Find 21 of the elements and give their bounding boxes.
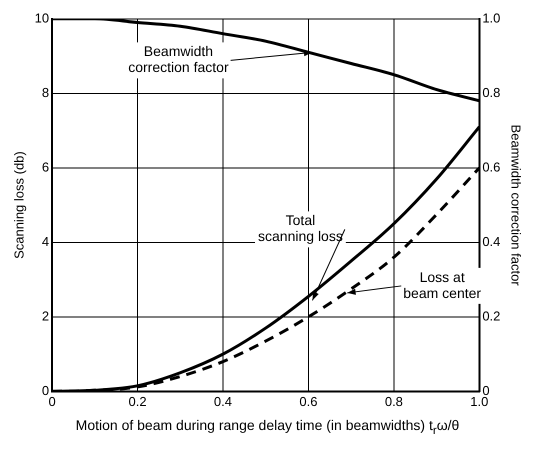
y-tick-label: 8	[42, 84, 50, 100]
y2-tick-label: 0.6	[482, 159, 500, 174]
y2-axis-title: Beamwidth correction factor	[508, 124, 524, 286]
y-tick-label: 6	[42, 159, 50, 174]
x-axis-title: Motion of beam during range delay time (in beamwidths) t$_{r}$ω/θ	[74, 417, 460, 437]
y2-tick-label: 0.4	[482, 234, 500, 249]
y-axis-title: Scanning loss (db)	[11, 151, 26, 259]
x-tick-label: 0.6	[299, 394, 318, 409]
y-tick-label: 10	[34, 10, 50, 26]
y2-tick-label: 1.0	[482, 10, 500, 26]
y-tick-label: 2	[42, 308, 50, 324]
series-label: Total scanning loss	[258, 212, 343, 244]
x-tick-label: 0.4	[214, 394, 232, 409]
y-tick-label: 0	[42, 382, 50, 398]
x-tick-label: 0.2	[128, 394, 147, 409]
series-label: Beamwidth correction factor	[128, 43, 229, 76]
y2-tick-label: 0.8	[482, 84, 500, 100]
x-tick-label: 0.8	[384, 394, 403, 409]
y-tick-label: 4	[42, 234, 50, 249]
y2-tick-label: 0.2	[482, 308, 500, 324]
series-label: Loss at beam center	[403, 268, 482, 301]
